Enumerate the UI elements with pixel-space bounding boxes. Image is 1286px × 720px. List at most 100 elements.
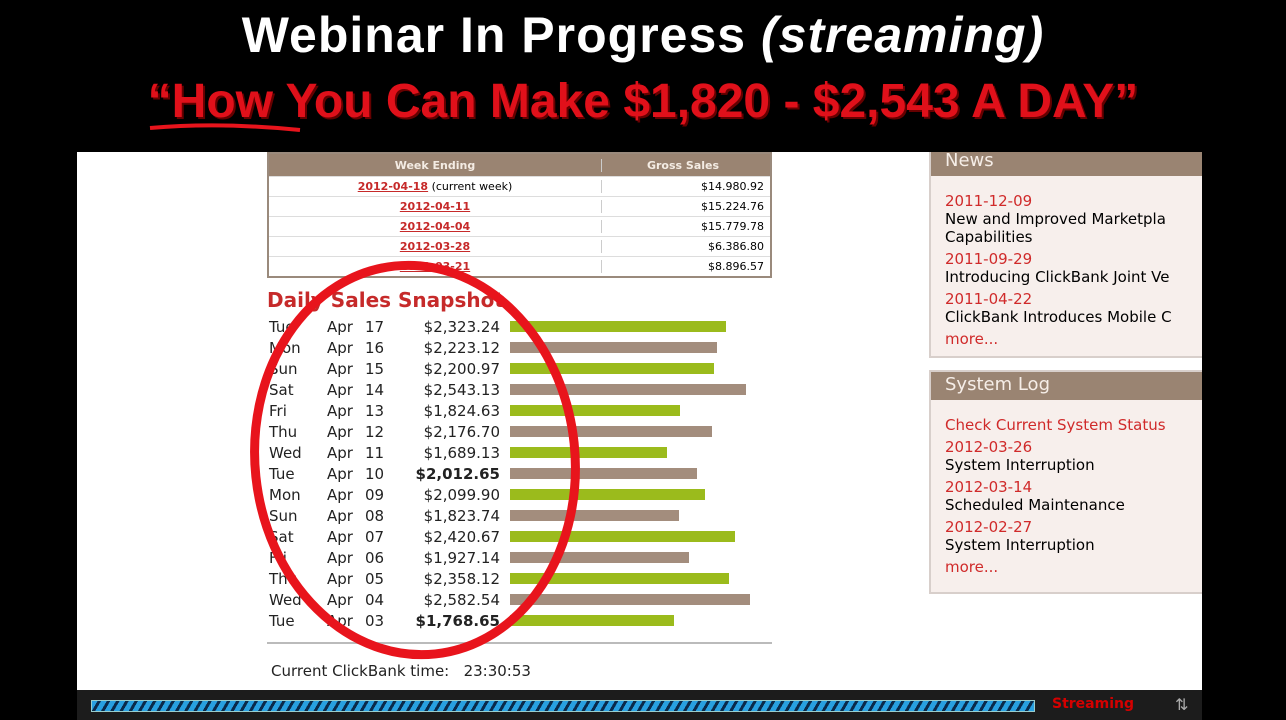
date: 13 bbox=[365, 401, 385, 420]
player-bar: Streaming ⇅ bbox=[77, 690, 1202, 720]
refresh-icon[interactable]: ⇅ bbox=[1175, 695, 1189, 714]
sales-bar bbox=[510, 342, 717, 353]
log-text: Scheduled Maintenance bbox=[945, 496, 1125, 514]
header-week-ending: Week Ending bbox=[269, 158, 602, 172]
daily-row: Wed Apr 04 $2,582.54 bbox=[269, 589, 750, 610]
headline-title: Webinar In Progress (streaming) bbox=[0, 6, 1286, 64]
time-value: 23:30:53 bbox=[463, 662, 531, 680]
news-link[interactable]: ClickBank Introduces Mobile C bbox=[945, 308, 1172, 326]
amount: $2,582.54 bbox=[423, 590, 500, 609]
webinar-screen: Week Ending Gross Sales 2012-04-18 (curr… bbox=[77, 152, 1202, 690]
week-link[interactable]: 2012-04-04 bbox=[399, 220, 471, 233]
news-date[interactable]: 2011-12-09 bbox=[945, 192, 1033, 210]
date: 15 bbox=[365, 359, 385, 378]
day: Sat bbox=[269, 527, 294, 546]
date: 16 bbox=[365, 338, 385, 357]
week-cell: 2012-04-18 (current week) bbox=[269, 180, 602, 193]
date: 05 bbox=[365, 569, 385, 588]
date: 12 bbox=[365, 422, 385, 441]
header-gross-sales: Gross Sales bbox=[646, 158, 720, 172]
amount: $1,689.13 bbox=[423, 443, 500, 462]
week-link[interactable]: 2012-03-28 bbox=[399, 240, 471, 253]
table-row: 2012-03-21 $8.896.57 bbox=[269, 256, 770, 276]
month: Apr bbox=[327, 464, 353, 483]
sales-bar bbox=[510, 489, 706, 500]
date: 08 bbox=[365, 506, 385, 525]
weekly-sales-table: Week Ending Gross Sales 2012-04-18 (curr… bbox=[267, 152, 772, 278]
week-cell: 2012-04-04 bbox=[269, 220, 602, 233]
check-status-link[interactable]: Check Current System Status bbox=[945, 416, 1166, 434]
day: Fri bbox=[269, 548, 287, 567]
sales-bar bbox=[510, 615, 675, 626]
table-row: 2012-04-04 $15.779.78 bbox=[269, 216, 770, 236]
month: Apr bbox=[327, 590, 353, 609]
day: Wed bbox=[269, 443, 302, 462]
month: Apr bbox=[327, 548, 353, 567]
amount: $1,768.65 bbox=[415, 611, 500, 630]
gross-sales-cell: $15.224.76 bbox=[701, 200, 764, 213]
month: Apr bbox=[327, 359, 353, 378]
amount: $2,099.90 bbox=[423, 485, 500, 504]
news-date[interactable]: 2011-09-29 bbox=[945, 250, 1033, 268]
month: Apr bbox=[327, 527, 353, 546]
gross-sales-cell: $8.896.57 bbox=[708, 260, 764, 273]
system-log-panel: System Log Check Current System Status 2… bbox=[929, 370, 1202, 594]
divider bbox=[267, 642, 772, 644]
log-date[interactable]: 2012-03-26 bbox=[945, 438, 1033, 456]
news-title: News bbox=[931, 152, 1202, 176]
sales-bar bbox=[510, 468, 697, 479]
daily-row: Tue Apr 03 $1,768.65 bbox=[269, 610, 675, 631]
month: Apr bbox=[327, 611, 353, 630]
daily-sales-title: Daily Sales Snapshot bbox=[267, 288, 504, 312]
sales-bar bbox=[510, 510, 680, 521]
week-cell: 2012-03-21 bbox=[269, 260, 602, 273]
date: 10 bbox=[365, 464, 385, 483]
amount: $1,824.63 bbox=[423, 401, 500, 420]
day: Sun bbox=[269, 506, 298, 525]
day: Thu bbox=[269, 569, 298, 588]
month: Apr bbox=[327, 422, 353, 441]
log-date[interactable]: 2012-03-14 bbox=[945, 478, 1033, 496]
date: 03 bbox=[365, 611, 385, 630]
news-link-cont[interactable]: Capabilities bbox=[945, 228, 1033, 246]
daily-row: Fri Apr 13 $1,824.63 bbox=[269, 400, 680, 421]
week-link[interactable]: 2012-04-11 bbox=[399, 200, 471, 213]
month: Apr bbox=[327, 443, 353, 462]
day: Mon bbox=[269, 338, 301, 357]
month: Apr bbox=[327, 569, 353, 588]
amount: $2,358.12 bbox=[423, 569, 500, 588]
sales-bar bbox=[510, 531, 735, 542]
gross-sales-cell: $15.779.78 bbox=[701, 220, 764, 233]
log-date[interactable]: 2012-02-27 bbox=[945, 518, 1033, 536]
week-link[interactable]: 2012-04-18 bbox=[357, 180, 429, 193]
month: Apr bbox=[327, 401, 353, 420]
day: Tue bbox=[269, 464, 295, 483]
day: Mon bbox=[269, 485, 301, 504]
news-link[interactable]: New and Improved Marketpla bbox=[945, 210, 1166, 228]
news-date[interactable]: 2011-04-22 bbox=[945, 290, 1033, 308]
news-more-link[interactable]: more... bbox=[945, 330, 999, 348]
sales-bar bbox=[510, 573, 730, 584]
clickbank-time: Current ClickBank time: 23:30:53 bbox=[271, 662, 531, 680]
table-row: 2012-04-11 $15.224.76 bbox=[269, 196, 770, 216]
news-panel: News 2011-12-09 New and Improved Marketp… bbox=[929, 152, 1202, 358]
log-more-link[interactable]: more... bbox=[945, 558, 999, 576]
week-link[interactable]: 2012-03-21 bbox=[399, 260, 471, 273]
date: 17 bbox=[365, 317, 385, 336]
system-log-title: System Log bbox=[931, 372, 1202, 400]
amount: $1,823.74 bbox=[423, 506, 500, 525]
sales-bar bbox=[510, 552, 690, 563]
sales-bar bbox=[510, 594, 750, 605]
date: 14 bbox=[365, 380, 385, 399]
stream-progress-bar[interactable] bbox=[91, 700, 1035, 712]
news-link[interactable]: Introducing ClickBank Joint Ve bbox=[945, 268, 1170, 286]
date: 09 bbox=[365, 485, 385, 504]
week-note: (current week) bbox=[431, 180, 513, 193]
daily-row: Sun Apr 15 $2,200.97 bbox=[269, 358, 715, 379]
daily-row: Sat Apr 14 $2,543.13 bbox=[269, 379, 747, 400]
daily-row: Sat Apr 07 $2,420.67 bbox=[269, 526, 735, 547]
day: Thu bbox=[269, 422, 298, 441]
gross-sales-cell: $6.386.80 bbox=[708, 240, 764, 253]
sales-bar bbox=[510, 426, 713, 437]
month: Apr bbox=[327, 380, 353, 399]
